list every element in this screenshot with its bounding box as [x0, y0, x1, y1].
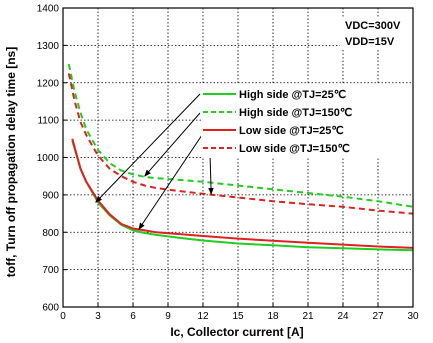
condition-vdd: VDD=15V	[345, 36, 395, 48]
x-tick-label: 24	[337, 311, 349, 322]
x-tick-label: 30	[407, 311, 419, 322]
annotation-arrow	[144, 112, 201, 177]
y-tick-label: 600	[42, 303, 59, 314]
x-tick-label: 9	[165, 311, 171, 322]
legend: High side @TJ=25℃ High side @TJ=150℃ Low s…	[203, 89, 352, 155]
legend-label-2: High side @TJ=150℃	[239, 107, 352, 119]
legend-box	[201, 84, 413, 158]
annotation-arrow	[95, 93, 201, 203]
x-tick-label: 15	[232, 311, 244, 322]
y-tick-label: 1300	[37, 41, 60, 52]
annotation-arrow	[208, 152, 214, 195]
x-tick-label: 12	[197, 311, 209, 322]
x-tick-label: 18	[267, 311, 279, 322]
arrows-group	[95, 93, 214, 230]
y-tick-label: 1000	[37, 153, 60, 164]
x-tick-label: 3	[95, 311, 101, 322]
x-tick-label: 27	[372, 311, 384, 322]
y-tick-label: 700	[42, 265, 59, 276]
condition-box	[340, 17, 412, 49]
ticks-group: 0 3 6 9 12 15 18 21 24 27 30 600 700 800 900 1000 1100 12…	[37, 4, 419, 323]
condition-vdc: VDC=300V	[345, 20, 401, 32]
y-tick-label: 1200	[37, 78, 60, 89]
legend-label-3: Low side @TJ=25℃	[239, 125, 344, 137]
x-axis-title: Ic, Collector current [A]	[170, 325, 303, 339]
series-line-4	[67, 73, 414, 215]
y-tick-label: 1100	[37, 116, 59, 127]
x-tick-label: 0	[60, 311, 66, 322]
x-tick-label: 6	[130, 311, 136, 322]
x-tick-label: 21	[302, 311, 314, 322]
series-group	[67, 63, 414, 252]
y-tick-label: 900	[42, 190, 59, 201]
y-tick-label: 800	[42, 228, 59, 239]
series-line-2	[67, 63, 414, 208]
series-line-3	[71, 138, 414, 249]
legend-label-4: Low side @TJ=150℃	[239, 143, 350, 155]
annotation-arrow	[138, 134, 203, 230]
y-tick-label: 1400	[37, 4, 60, 15]
y-axis-title: toff, Turn off propagation delay time [n…	[4, 47, 18, 277]
legend-label-1: High side @TJ=25℃	[239, 89, 346, 101]
